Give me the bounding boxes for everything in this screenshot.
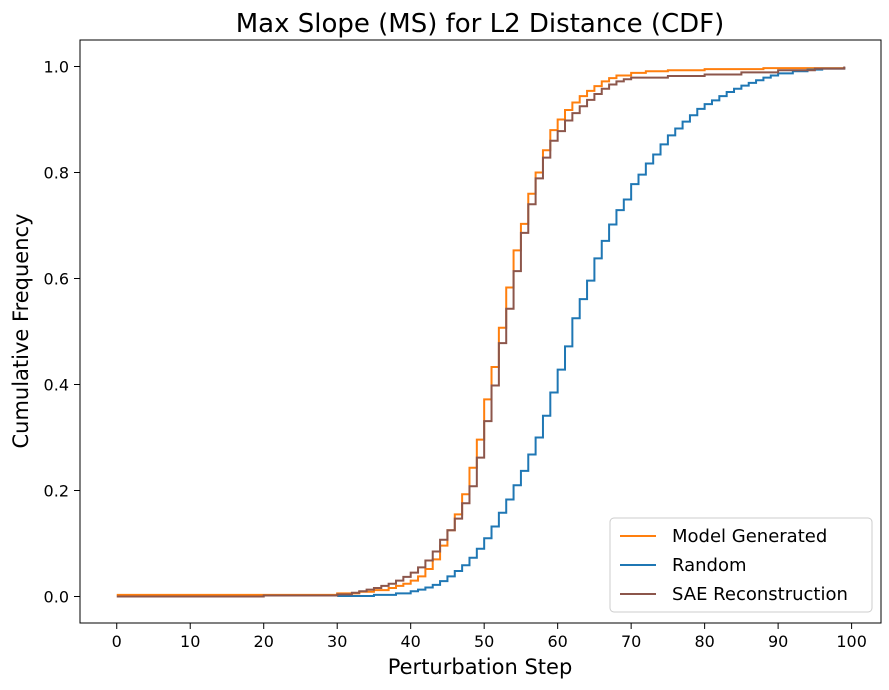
y-tick-label: 0.6	[44, 270, 69, 289]
legend-label-sae-reconstruction: SAE Reconstruction	[672, 584, 848, 605]
y-axis-title: Cumulative Frequency	[9, 213, 33, 448]
legend-box	[609, 517, 873, 613]
x-tick-label: 90	[768, 632, 788, 651]
legend: Model Generated Random SAE Reconstruction	[609, 517, 873, 613]
y-axis: 0.0 0.2 0.4 0.6 0.8 1.0	[44, 58, 80, 607]
chart-title: Max Slope (MS) for L2 Distance (CDF)	[236, 9, 725, 39]
x-tick-label: 10	[180, 632, 200, 651]
x-tick-label: 80	[694, 632, 714, 651]
series-layer	[116, 66, 846, 598]
series-line-model-generated	[116, 67, 846, 596]
x-tick-label: 50	[474, 632, 494, 651]
x-tick-label: 60	[547, 632, 567, 651]
x-tick-label: 0	[112, 632, 122, 651]
series-line-random	[337, 67, 846, 597]
legend-label-random: Random	[672, 555, 747, 576]
x-axis-title: Perturbation Step	[388, 655, 573, 679]
x-tick-label: 30	[327, 632, 347, 651]
y-tick-label: 0.2	[44, 482, 69, 501]
x-axis: 0 10 20 30 40 50 60 70 80 90 100	[112, 623, 867, 651]
x-tick-label: 40	[401, 632, 421, 651]
series-line-sae-reconstruction	[116, 66, 846, 598]
x-tick-label: 100	[836, 632, 867, 651]
x-tick-label: 20	[254, 632, 274, 651]
x-tick-label: 70	[621, 632, 641, 651]
y-tick-label: 0.4	[44, 376, 69, 395]
legend-label-model-generated: Model Generated	[672, 526, 827, 547]
y-tick-label: 1.0	[44, 58, 69, 77]
y-tick-label: 0.0	[44, 588, 69, 607]
axes-frame	[79, 39, 882, 624]
y-tick-label: 0.8	[44, 164, 69, 183]
